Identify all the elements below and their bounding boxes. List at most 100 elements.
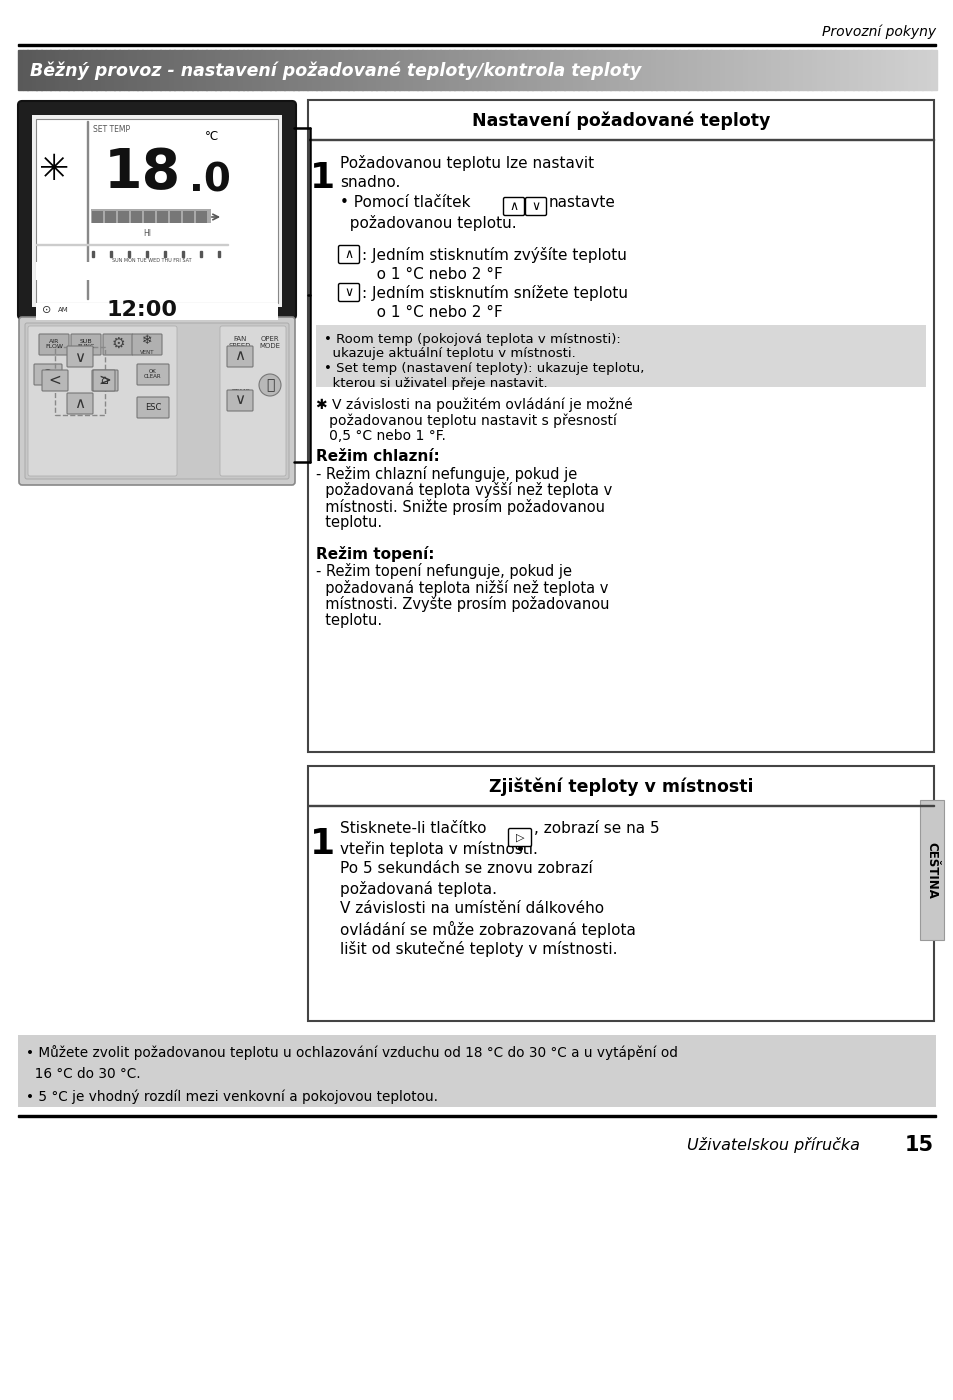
- Bar: [582, 50, 587, 90]
- Bar: [802, 50, 807, 90]
- Text: lišit od skutečné teploty v místnosti.: lišit od skutečné teploty v místnosti.: [339, 941, 617, 958]
- Bar: [266, 50, 271, 90]
- Bar: [421, 50, 427, 90]
- Bar: [247, 50, 253, 90]
- Bar: [195, 211, 207, 223]
- Bar: [440, 50, 445, 90]
- Text: 16 °C do 30 °C.: 16 °C do 30 °C.: [26, 1067, 140, 1081]
- Text: SET TEMP: SET TEMP: [92, 126, 130, 134]
- Bar: [54, 50, 60, 90]
- Bar: [18, 1035, 935, 1107]
- Bar: [862, 50, 867, 90]
- Bar: [504, 50, 509, 90]
- Bar: [289, 50, 294, 90]
- Text: ∨: ∨: [74, 350, 86, 364]
- Bar: [463, 50, 468, 90]
- Bar: [806, 50, 812, 90]
- Bar: [178, 50, 184, 90]
- Circle shape: [258, 374, 281, 396]
- Bar: [880, 50, 885, 90]
- Bar: [64, 50, 69, 90]
- Bar: [91, 209, 211, 223]
- Bar: [77, 50, 83, 90]
- Bar: [641, 50, 647, 90]
- FancyBboxPatch shape: [19, 316, 294, 484]
- Bar: [274, 50, 280, 90]
- Text: požadovaná teplota nižší než teplota v: požadovaná teplota nižší než teplota v: [315, 580, 608, 595]
- Bar: [573, 50, 578, 90]
- Bar: [839, 50, 844, 90]
- Bar: [578, 50, 582, 90]
- Bar: [91, 211, 103, 223]
- Text: ∨: ∨: [234, 392, 245, 407]
- Bar: [591, 50, 597, 90]
- Text: ESC: ESC: [145, 403, 161, 412]
- Bar: [36, 119, 277, 302]
- FancyBboxPatch shape: [338, 283, 359, 301]
- Text: Uživatelskou příručka: Uživatelskou příručka: [686, 1137, 859, 1154]
- Text: ❄: ❄: [142, 333, 152, 347]
- Bar: [91, 251, 94, 258]
- Bar: [233, 50, 238, 90]
- Text: Požadovanou teplotu lze nastavit: Požadovanou teplotu lze nastavit: [339, 155, 594, 171]
- Bar: [87, 50, 91, 90]
- Text: ⊙: ⊙: [42, 305, 51, 315]
- Bar: [715, 50, 720, 90]
- Bar: [316, 50, 321, 90]
- Bar: [146, 251, 148, 258]
- Bar: [137, 50, 142, 90]
- Bar: [165, 50, 170, 90]
- Bar: [339, 50, 344, 90]
- Bar: [182, 251, 184, 258]
- Bar: [555, 50, 559, 90]
- Bar: [876, 50, 881, 90]
- Bar: [362, 50, 367, 90]
- Bar: [416, 50, 422, 90]
- Bar: [96, 50, 101, 90]
- Text: • Set temp (nastavení teploty): ukazuje teplotu,: • Set temp (nastavení teploty): ukazuje …: [324, 363, 643, 375]
- Bar: [390, 50, 395, 90]
- Bar: [403, 50, 408, 90]
- Bar: [36, 50, 42, 90]
- FancyBboxPatch shape: [220, 326, 286, 476]
- Text: TEMP: TEMP: [231, 389, 249, 395]
- Bar: [132, 50, 138, 90]
- Text: 12:00: 12:00: [107, 300, 177, 321]
- Bar: [919, 799, 943, 939]
- Text: požadovanou teplotu nastavit s přesností: požadovanou teplotu nastavit s přesností: [315, 413, 617, 427]
- Bar: [637, 50, 642, 90]
- Bar: [51, 50, 55, 90]
- Bar: [211, 50, 215, 90]
- Text: ⌂: ⌂: [100, 374, 108, 386]
- Bar: [816, 50, 821, 90]
- Text: >: >: [98, 372, 112, 388]
- Text: nastavte: nastavte: [548, 195, 616, 210]
- Bar: [375, 50, 381, 90]
- Bar: [128, 50, 133, 90]
- Bar: [930, 50, 936, 90]
- FancyBboxPatch shape: [34, 364, 62, 385]
- Bar: [385, 50, 390, 90]
- Text: ∧: ∧: [509, 200, 518, 213]
- Bar: [157, 211, 168, 223]
- Bar: [183, 50, 189, 90]
- Bar: [261, 50, 266, 90]
- Text: ✱ V závislosti na použitém ovládání je možné: ✱ V závislosti na použitém ovládání je m…: [315, 398, 632, 412]
- Bar: [692, 50, 698, 90]
- Text: 18: 18: [103, 146, 180, 200]
- Text: • Můžete zvolit požadovanou teplotu u ochlazování vzduchu od 18 °C do 30 °C a u : • Můžete zvolit požadovanou teplotu u oc…: [26, 1044, 678, 1060]
- FancyBboxPatch shape: [18, 101, 295, 319]
- Text: ovládání se může zobrazovaná teplota: ovládání se může zobrazovaná teplota: [339, 921, 636, 938]
- Bar: [252, 50, 257, 90]
- Text: požadovanou teplotu.: požadovanou teplotu.: [339, 216, 517, 231]
- Text: ∧: ∧: [344, 248, 354, 260]
- Bar: [537, 50, 541, 90]
- Bar: [610, 50, 615, 90]
- FancyBboxPatch shape: [42, 370, 68, 391]
- Text: Zjištění teploty v místnosti: Zjištění teploty v místnosti: [488, 778, 753, 797]
- Bar: [449, 50, 455, 90]
- Bar: [848, 50, 853, 90]
- Bar: [651, 50, 656, 90]
- FancyBboxPatch shape: [71, 335, 101, 356]
- Text: AIR
FLOW: AIR FLOW: [45, 339, 63, 350]
